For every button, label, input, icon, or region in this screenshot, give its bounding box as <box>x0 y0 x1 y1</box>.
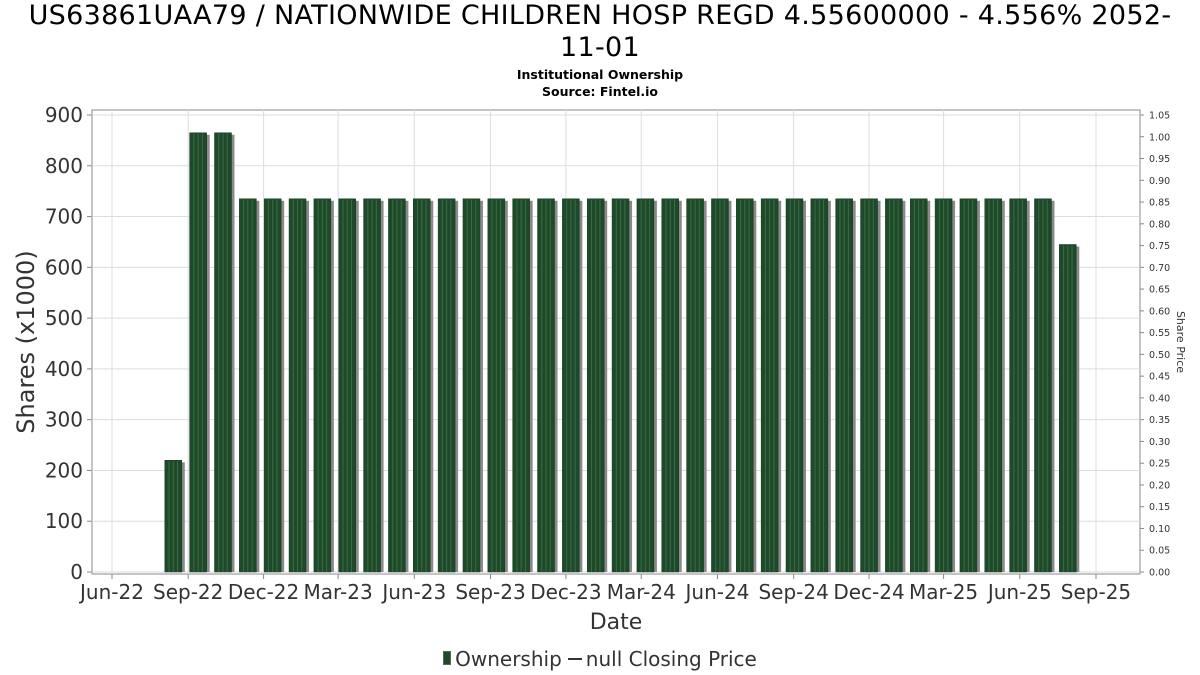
x-tick-label: Sep-24 <box>758 580 828 604</box>
y-tick-label: 900 <box>45 103 83 127</box>
x-tick-label: Dec-23 <box>530 580 601 604</box>
y2-tick-label: 0.85 <box>1149 198 1170 209</box>
chart-legend: Ownership null Closing Price <box>0 647 1200 671</box>
y2-tick-label: 0.75 <box>1149 241 1170 252</box>
chart-source: Source: Fintel.io <box>542 84 658 99</box>
y2-tick-label: 0.35 <box>1149 415 1170 426</box>
y2-tick-label: 0.55 <box>1149 328 1170 339</box>
y-tick-label: 300 <box>45 408 83 432</box>
x-tick-label: Dec-22 <box>228 580 299 604</box>
y2-axis-label: Share Price <box>1174 311 1187 373</box>
y-axis-label: Shares (x1000) <box>12 250 40 433</box>
y-tick-label: 0 <box>70 560 83 584</box>
y2-tick-label: 0.25 <box>1149 459 1170 470</box>
x-tick-label: Mar-24 <box>607 580 676 604</box>
y2-tick-label: 0.05 <box>1149 546 1170 557</box>
x-tick-label: Mar-23 <box>304 580 373 604</box>
y2-tick-label: 0.15 <box>1149 502 1170 513</box>
y-tick-label: 400 <box>45 357 83 381</box>
chart-subtitle: Institutional Ownership <box>516 67 684 82</box>
y-tick-label: 600 <box>45 255 83 279</box>
y-tick-label: 800 <box>45 154 83 178</box>
y2-tick-label: 0.65 <box>1149 285 1170 296</box>
price-legend-line <box>567 658 582 660</box>
chart-title-line-1: US63861UAA79 / NATIONWIDE CHILDREN HOSP … <box>28 0 1172 31</box>
chart-title: US63861UAA79 / NATIONWIDE CHILDREN HOSP … <box>0 0 1200 64</box>
y2-tick-label: 1.05 <box>1149 111 1170 122</box>
y2-tick-label: 0.30 <box>1149 437 1170 448</box>
x-tick-label: Sep-23 <box>455 580 525 604</box>
x-tick-label: Jun-23 <box>380 580 446 604</box>
y2-tick-label: 0.95 <box>1149 154 1170 165</box>
y2-tick-label: 0.80 <box>1149 219 1170 230</box>
y2-tick-label: 0.45 <box>1149 372 1170 383</box>
ownership-bars <box>164 132 1080 573</box>
ownership-legend-label: Ownership <box>455 647 562 671</box>
y2-tick-label: 0.10 <box>1149 524 1170 535</box>
y-tick-label: 500 <box>45 306 83 330</box>
axes: 0 100 200 300 400 500 600 700 800 900 0.00 0.05 0.10… <box>45 103 1170 604</box>
y2-tick-label: 1.00 <box>1149 132 1170 143</box>
x-tick-label: Dec-24 <box>833 580 904 604</box>
y2-tick-label: 0.60 <box>1149 306 1170 317</box>
x-tick-label: Sep-25 <box>1061 580 1131 604</box>
x-tick-label: Jun-24 <box>684 580 750 604</box>
chart-title-line-2: 11-01 <box>560 32 640 63</box>
x-tick-label: Jun-22 <box>78 580 144 604</box>
ownership-legend-swatch <box>443 651 452 665</box>
y2-tick-label: 0.70 <box>1149 263 1170 274</box>
x-tick-label: Mar-25 <box>909 580 978 604</box>
y-tick-label: 100 <box>45 509 83 533</box>
x-tick-label: Sep-22 <box>153 580 223 604</box>
y2-tick-label: 0.40 <box>1149 393 1170 404</box>
y2-tick-label: 0.20 <box>1149 480 1170 491</box>
price-legend-label: null Closing Price <box>585 647 757 671</box>
x-axis-label: Date <box>590 610 643 635</box>
x-tick-label: Jun-25 <box>986 580 1052 604</box>
y-tick-label: 200 <box>45 458 83 482</box>
y2-tick-label: 0.00 <box>1149 568 1170 579</box>
y-tick-label: 700 <box>45 205 83 229</box>
y2-tick-label: 0.90 <box>1149 176 1170 187</box>
y2-tick-label: 0.50 <box>1149 350 1170 361</box>
